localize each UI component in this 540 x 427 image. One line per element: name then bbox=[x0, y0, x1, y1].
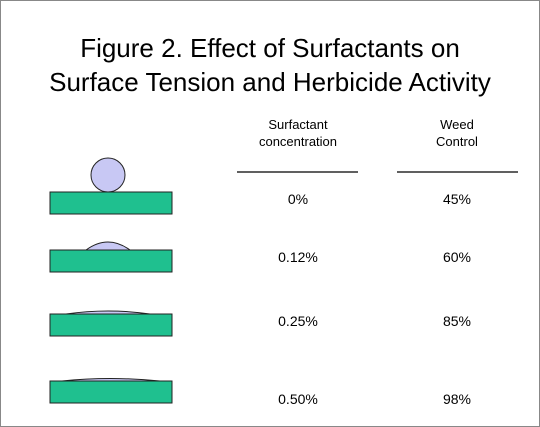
leaf-surface bbox=[50, 381, 172, 403]
leaf-surface bbox=[50, 250, 172, 272]
leaf-surface bbox=[50, 314, 172, 336]
table-cell: 85% bbox=[443, 313, 471, 329]
table-cell: 45% bbox=[443, 191, 471, 207]
figure: Figure 2. Effect of Surfactants on Surfa… bbox=[0, 0, 540, 427]
table-cell: 98% bbox=[443, 391, 471, 407]
table-cell: 0% bbox=[288, 191, 308, 207]
table-cell: 0.25% bbox=[278, 313, 318, 329]
table-cell: 0.12% bbox=[278, 249, 318, 265]
table-cell: 60% bbox=[443, 249, 471, 265]
column-header: Surfactant bbox=[268, 117, 328, 132]
column-header: Control bbox=[436, 134, 478, 149]
title-line: Surface Tension and Herbicide Activity bbox=[49, 67, 491, 97]
title-line: Figure 2. Effect of Surfactants on bbox=[80, 33, 460, 63]
column-header: concentration bbox=[259, 134, 337, 149]
column-header: Weed bbox=[440, 117, 474, 132]
leaf-surface bbox=[50, 192, 172, 214]
droplet bbox=[91, 158, 125, 192]
table-cell: 0.50% bbox=[278, 391, 318, 407]
